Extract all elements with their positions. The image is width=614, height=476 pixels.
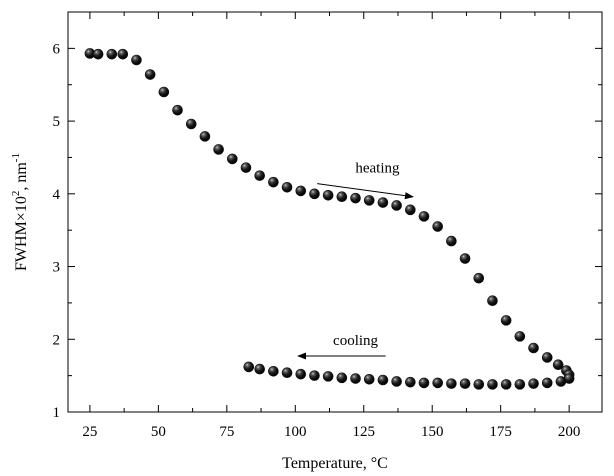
- x-tick-label-50: 50: [151, 424, 166, 440]
- heating-point-11: [227, 153, 238, 165]
- heating-point-19: [336, 191, 348, 203]
- heating-point-25: [418, 211, 430, 222]
- heating-point-7: [172, 104, 183, 116]
- y-label-unit: , nm: [13, 162, 30, 191]
- heating-annotation: heating: [317, 161, 414, 200]
- heating-point-30: [487, 295, 498, 307]
- y-tick-label-3: 3: [53, 260, 61, 276]
- cooling-point-12: [405, 376, 416, 388]
- heating-point-15: [281, 181, 293, 193]
- heating-point-5: [144, 69, 156, 80]
- heating-arrow: [317, 183, 414, 200]
- y-tick-label-4: 4: [53, 187, 61, 203]
- heating-point-16: [295, 185, 307, 197]
- cooling-point-18: [322, 371, 334, 382]
- cooling-point-21: [281, 367, 293, 379]
- cooling-point-1: [555, 376, 567, 387]
- heating-point-9: [199, 131, 211, 142]
- y-tick-label-6: 6: [53, 41, 61, 57]
- data-points: [84, 48, 575, 390]
- cooling-point-6: [487, 379, 498, 390]
- cooling-point-17: [336, 372, 348, 384]
- heating-point-23: [391, 200, 402, 211]
- y-axis-label: FWHM×102, nm-1: [10, 153, 30, 271]
- x-axis-label: Temperature, °C: [282, 455, 388, 472]
- heating-point-20: [350, 192, 361, 204]
- cooling-point-24: [243, 361, 255, 373]
- heating-point-6: [158, 86, 170, 98]
- heating-point-33: [528, 342, 539, 354]
- y-axis-tick-labels: 1 2 3 4 5 6: [53, 41, 61, 421]
- heating-point-8: [185, 118, 197, 130]
- heating-point-1: [92, 48, 104, 60]
- heating-point-26: [432, 221, 443, 232]
- heating-point-34: [541, 352, 553, 363]
- heating-point-4: [131, 54, 142, 66]
- heating-point-27: [446, 235, 457, 247]
- heating-label: heating: [355, 161, 400, 177]
- y-label-exponent-2: 2: [10, 191, 22, 197]
- heating-point-12: [240, 162, 252, 173]
- x-tick-label-175: 175: [489, 424, 512, 440]
- x-tick-label-200: 200: [558, 424, 581, 440]
- heating-point-35: [552, 359, 564, 371]
- y-tick-label-1: 1: [53, 405, 61, 421]
- cooling-point-14: [377, 374, 389, 386]
- cooling-point-13: [391, 376, 402, 387]
- x-axis-tick-labels: 25 50 75 100 125 150 175 200: [82, 424, 580, 440]
- y-label-prefix: FWHM×10: [13, 196, 30, 271]
- cooling-point-15: [363, 373, 375, 385]
- heating-point-14: [268, 176, 279, 188]
- heating-point-32: [514, 331, 526, 342]
- heating-point-18: [322, 189, 334, 201]
- cooling-point-20: [295, 368, 307, 380]
- x-tick-label-125: 125: [353, 424, 376, 440]
- cooling-point-19: [309, 370, 320, 381]
- heating-point-10: [213, 144, 224, 155]
- heating-point-28: [459, 253, 471, 264]
- cooling-point-2: [541, 377, 553, 389]
- y-axis-ticks: [68, 11, 602, 413]
- x-tick-label-150: 150: [421, 424, 444, 440]
- cooling-point-8: [459, 378, 471, 389]
- cooling-point-10: [432, 377, 443, 389]
- cooling-point-5: [500, 379, 512, 390]
- y-tick-label-2: 2: [53, 332, 61, 348]
- x-tick-label-100: 100: [284, 424, 307, 440]
- heating-point-21: [363, 195, 375, 206]
- heating-point-3: [117, 48, 129, 60]
- y-tick-label-5: 5: [53, 114, 61, 130]
- cooling-point-11: [418, 377, 430, 389]
- cooling-annotation: cooling: [297, 333, 386, 360]
- cooling-point-22: [268, 365, 279, 377]
- cooling-label: cooling: [333, 333, 378, 349]
- heating-point-17: [309, 188, 320, 200]
- heating-point-13: [254, 170, 265, 181]
- cooling-point-4: [514, 379, 526, 390]
- cooling-point-16: [350, 373, 361, 384]
- y-label-exponent-minus-1: -1: [10, 153, 22, 162]
- plot-frame: [67, 11, 603, 413]
- cooling-point-23: [254, 363, 265, 375]
- heating-point-24: [405, 204, 416, 216]
- x-tick-label-75: 75: [219, 424, 234, 440]
- heating-point-29: [473, 272, 485, 284]
- x-axis-ticks: [89, 12, 570, 412]
- heating-point-22: [377, 197, 389, 208]
- cooling-point-7: [473, 379, 485, 390]
- cooling-point-3: [528, 378, 539, 389]
- x-tick-label-25: 25: [82, 424, 97, 440]
- heating-point-31: [500, 315, 512, 326]
- cooling-point-9: [446, 378, 457, 389]
- heating-point-2: [106, 48, 118, 60]
